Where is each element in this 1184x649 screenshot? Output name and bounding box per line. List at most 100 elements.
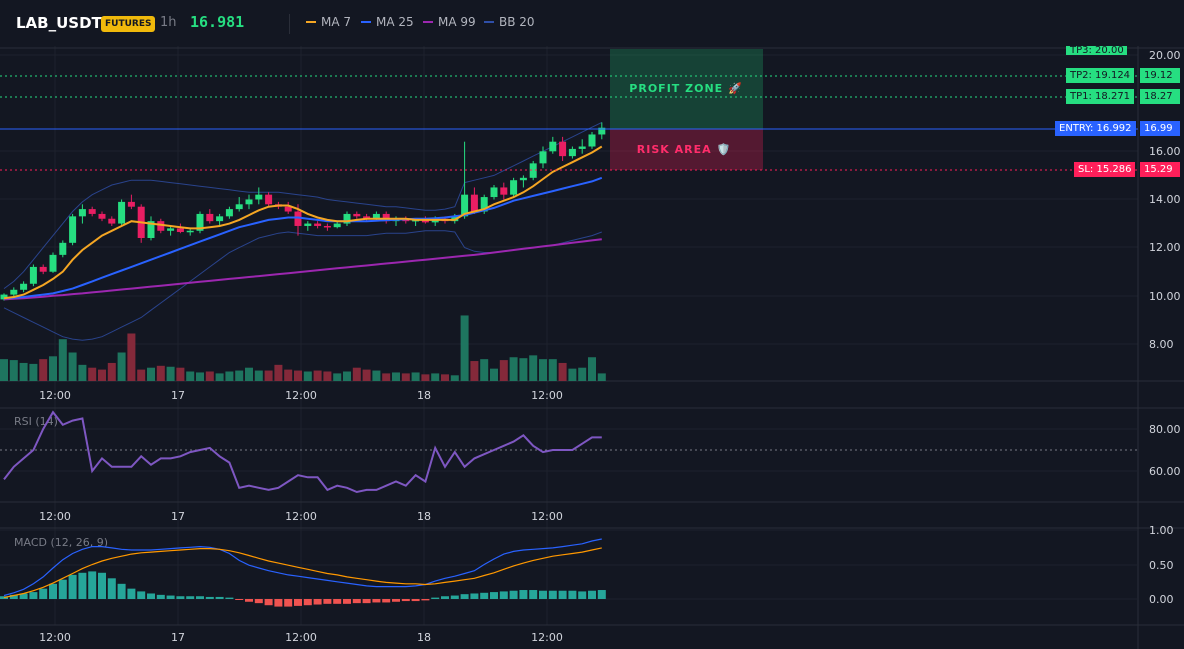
macd-histogram-bar [519, 590, 528, 599]
macd-line [3, 538, 602, 597]
macd-tick-label: 0.00 [1149, 593, 1174, 606]
ma25-swatch [361, 20, 371, 23]
macd-histogram-bar [49, 583, 57, 599]
macd-histogram-bar [68, 574, 77, 599]
macd-histogram-bar [597, 590, 606, 599]
ma25-line [3, 176, 603, 300]
candle-body [225, 209, 233, 217]
ma25-label: MA 25 [376, 15, 414, 29]
legend-bb20[interactable]: BB 20 [484, 15, 535, 29]
risk-zone[interactable] [610, 129, 763, 170]
macd-histogram-bar [441, 596, 449, 599]
volume-bar [333, 373, 342, 381]
sl-tag[interactable]: SL: 15.286 [1074, 162, 1136, 177]
candlesticks [0, 122, 606, 301]
candle-body [235, 204, 243, 210]
legend-ma25[interactable]: MA 25 [361, 15, 414, 29]
macd-histogram-bar [98, 572, 106, 599]
tp3-tag[interactable]: TP3: 20.00 [1066, 46, 1127, 55]
macd-histogram-bar [578, 591, 587, 599]
macd-histogram-bar [588, 590, 596, 599]
volume-bar [578, 367, 587, 381]
last-price: 16.981 [190, 13, 245, 31]
profit-zone-label: PROFIT ZONE 🚀 [629, 82, 742, 95]
entry-tag[interactable]: ENTRY: 16.992 [1055, 121, 1136, 136]
candle-body [206, 213, 214, 222]
time-tick-label: 12:00 [285, 631, 317, 644]
candle-body [88, 209, 96, 214]
price-axis[interactable]: 20.00 16.00 14.00 12.00 10.00 8.00 80.00 60.00 1… [1149, 49, 1181, 606]
timeframe-selector[interactable]: 1h [160, 15, 177, 30]
volume-bar [245, 367, 253, 381]
price-tick-label: 14.00 [1149, 193, 1181, 206]
macd-histogram-bar [323, 599, 332, 604]
tp2-tag[interactable]: TP2: 19.124 [1066, 68, 1135, 83]
macd-histogram-bar [254, 599, 263, 604]
time-tick-label: 12:00 [39, 389, 71, 402]
macd-histogram-bar [156, 594, 165, 599]
macd-histogram-bar [176, 596, 185, 599]
candle-body [510, 180, 518, 195]
symbol-name[interactable]: LAB_USDT [16, 14, 102, 32]
volume-bar [558, 362, 567, 381]
macd-histogram-bar [235, 599, 244, 600]
legend-ma99[interactable]: MA 99 [423, 15, 476, 29]
candle-body [519, 177, 527, 181]
time-tick-label: 17 [171, 631, 185, 644]
volume-bar [519, 358, 528, 381]
volume-bar [509, 357, 518, 381]
volume-bar [9, 360, 18, 381]
profit-zone[interactable] [610, 49, 763, 129]
volume-bar [343, 371, 351, 381]
macd-histogram-bar [39, 588, 48, 599]
volume-bar [362, 369, 371, 381]
candle-body [598, 127, 606, 135]
candle-body [39, 266, 47, 272]
candle-body [480, 197, 488, 212]
macd-series [0, 538, 606, 607]
macd-histogram-bar [509, 590, 518, 599]
volume-bar [529, 355, 538, 381]
time-axis[interactable]: 12:00 17 12:00 18 12:00 12:00 17 12:00 18 12:00 12… [39, 389, 563, 644]
macd-histogram-bar [460, 594, 469, 599]
price-tick-label: 10.00 [1149, 290, 1181, 303]
rsi-tick-label: 80.00 [1149, 423, 1181, 436]
candle-body [98, 213, 106, 219]
candle-body [539, 151, 547, 164]
volume-bars [0, 315, 606, 381]
macd-histogram-bar [303, 599, 312, 606]
time-tick-label: 12:00 [39, 510, 71, 523]
macd-histogram-bar [401, 599, 410, 602]
volume-bar [235, 370, 244, 381]
volume-bar [431, 373, 440, 381]
macd-histogram-bar [284, 599, 293, 607]
volume-bar [470, 361, 479, 381]
volume-bar [215, 373, 224, 381]
volume-bar [274, 364, 283, 381]
candle-body [78, 209, 86, 217]
macd-histogram-bar [372, 599, 381, 603]
legend-ma7[interactable]: MA 7 [306, 15, 351, 29]
macd-histogram-bar [470, 593, 479, 599]
volume-bar [401, 373, 410, 381]
bb20-label: BB 20 [499, 15, 535, 29]
chart-header: LAB_USDT FUTURES 1h 16.981 MA 7 MA 25 MA… [0, 0, 1184, 46]
time-tick-label: 17 [171, 510, 185, 523]
volume-bar [117, 352, 126, 381]
volume-bar [568, 368, 577, 381]
entry-axis-tag: 16.99 [1140, 121, 1180, 136]
macd-histogram-bar [205, 596, 214, 599]
tp1-tag[interactable]: TP1: 18.271 [1066, 89, 1135, 104]
macd-histogram-bar [78, 572, 87, 599]
candle-body [69, 216, 77, 243]
macd-histogram-bar [362, 599, 371, 604]
candle-body [382, 213, 390, 222]
volume-bar [58, 339, 67, 381]
time-tick-label: 12:00 [39, 631, 71, 644]
ma7-line [3, 145, 603, 300]
volume-bar [480, 359, 489, 381]
volume-bar [29, 363, 38, 381]
macd-histogram-bar [392, 599, 400, 602]
candle-body [304, 223, 312, 226]
